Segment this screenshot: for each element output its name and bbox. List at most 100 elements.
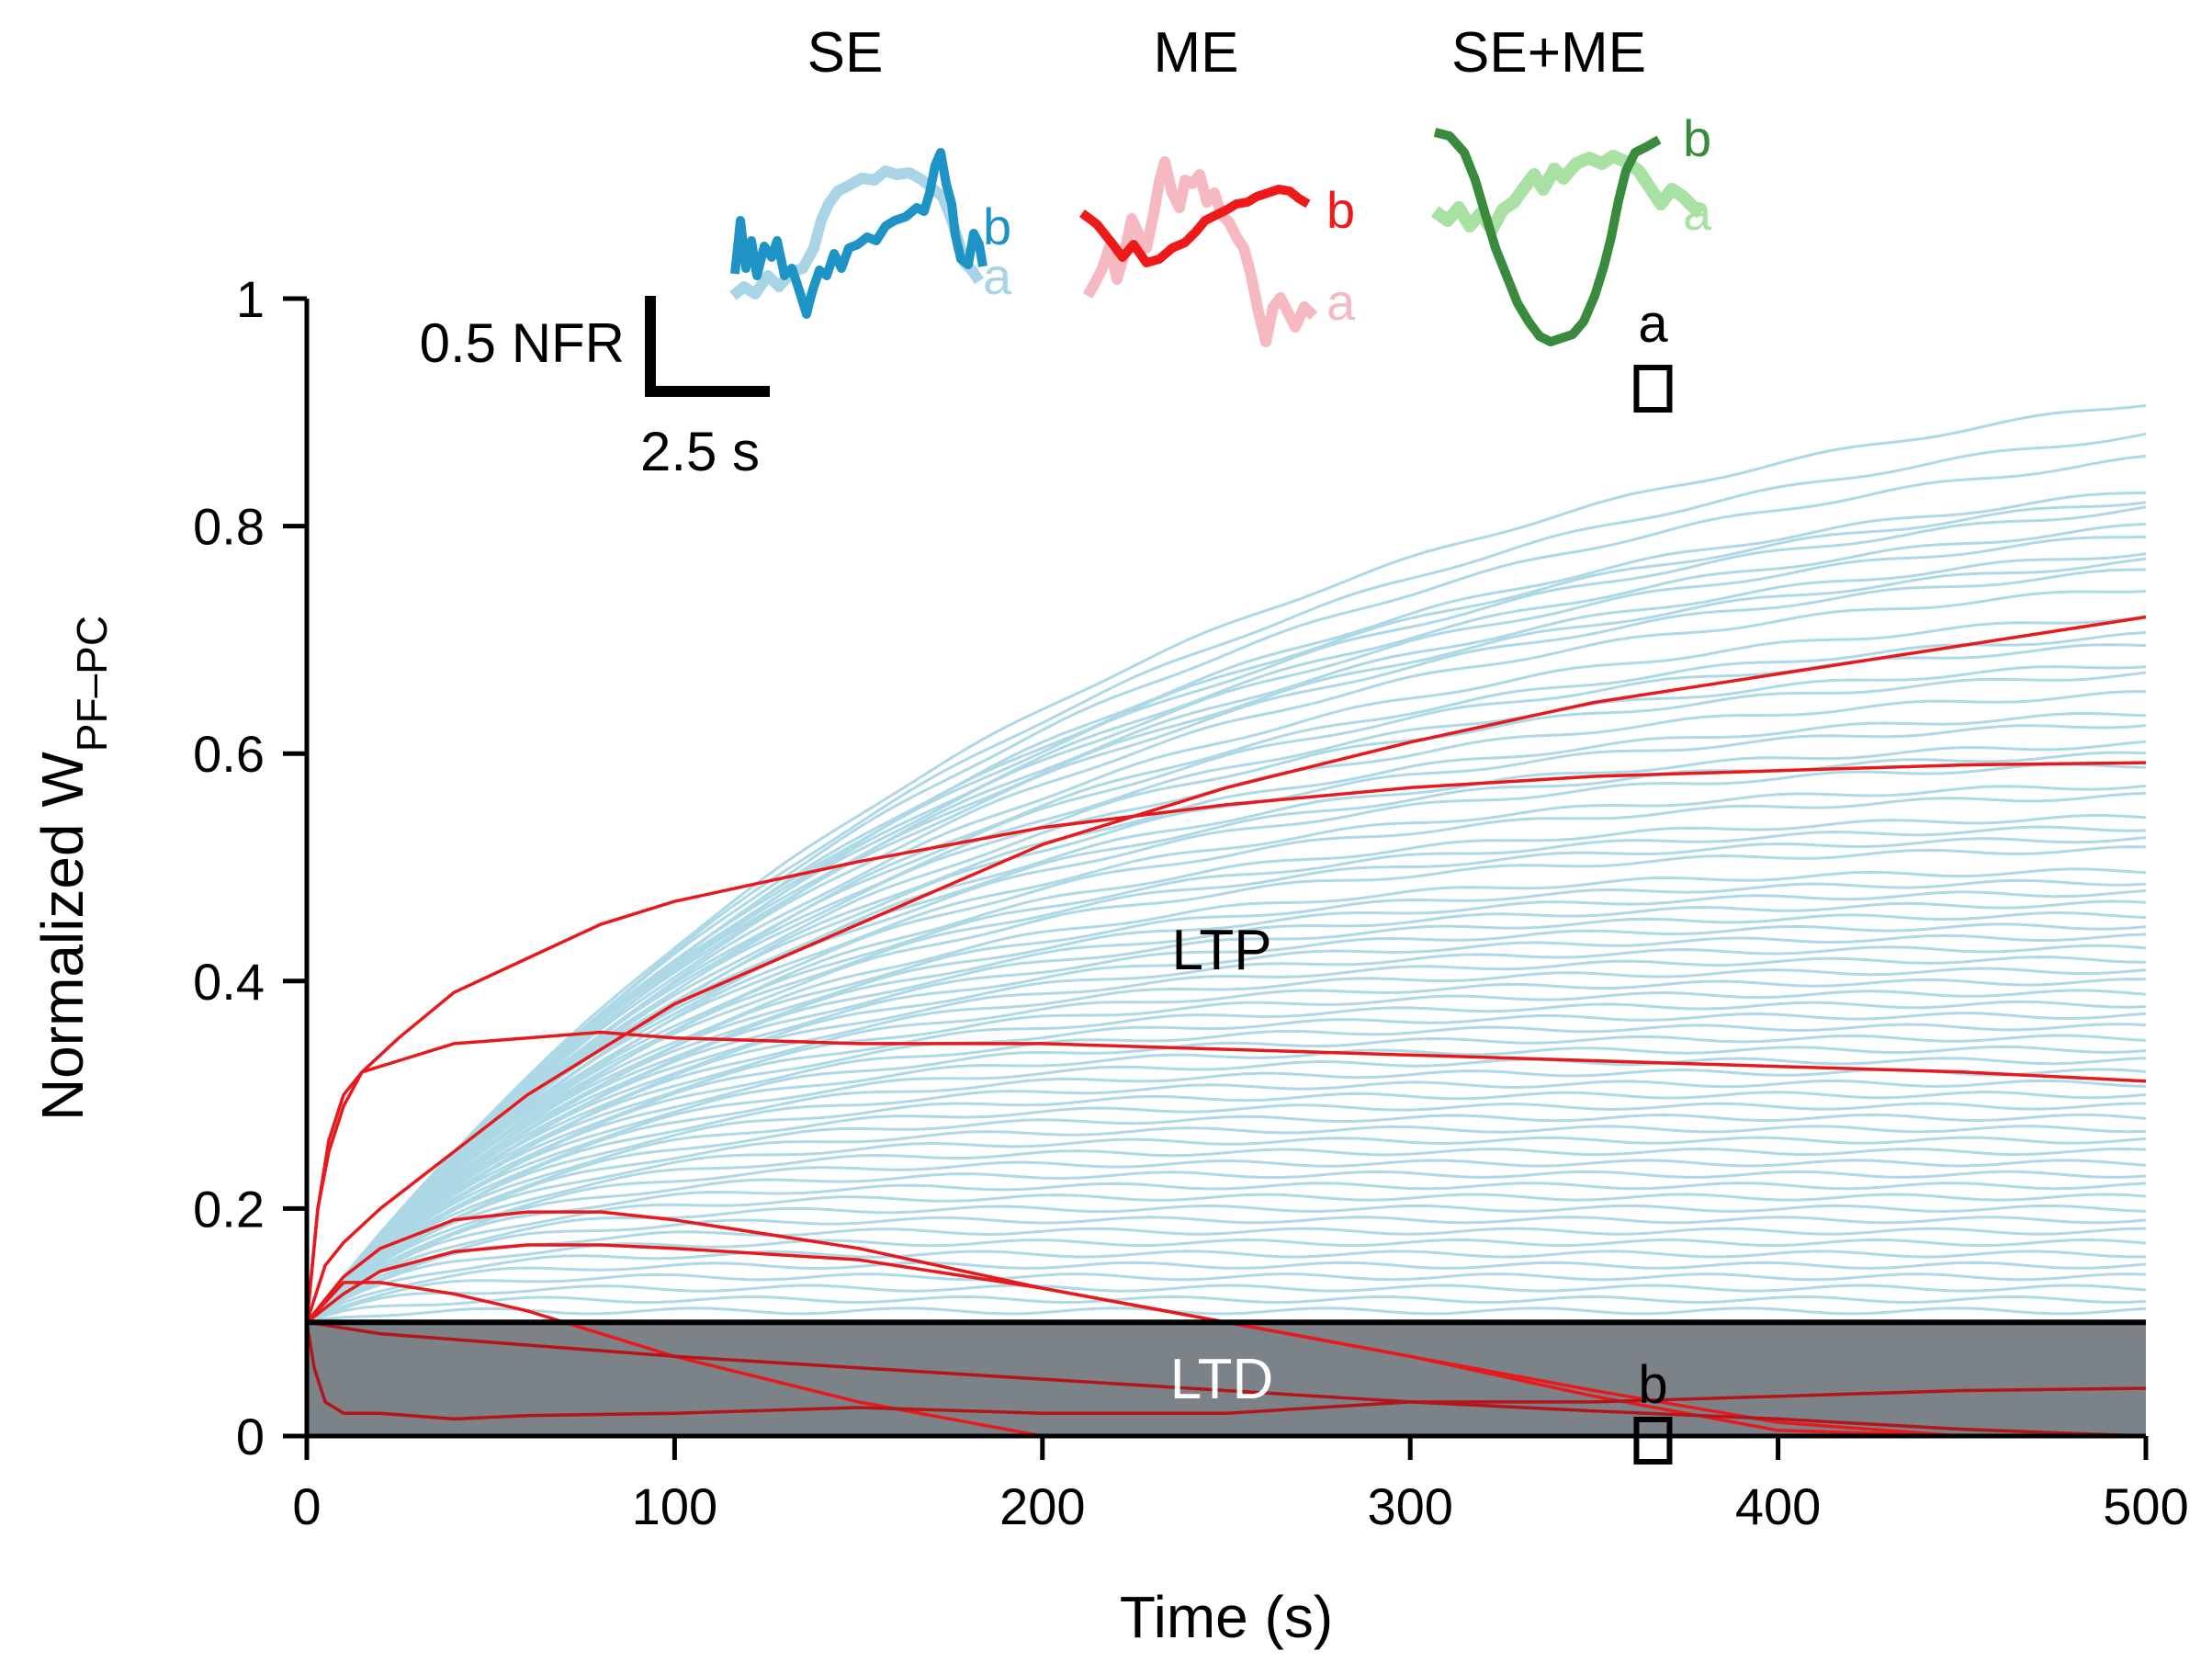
background-trace [305, 911, 2147, 1324]
background-trace [305, 665, 2147, 1324]
highlight-trace-red-4 [305, 1210, 2146, 1438]
y-tick-label: 0.8 [193, 498, 265, 556]
background-trace [306, 1295, 2147, 1324]
x-axis-label: Time (s) [1120, 1584, 1333, 1650]
background-trace [305, 535, 2147, 1324]
inset-seme-label-a: a [1683, 183, 1712, 241]
background-trace [305, 1034, 2147, 1324]
marker-b-label: b [1638, 1355, 1667, 1415]
inset-me-title: ME [1154, 21, 1239, 85]
inset-se-trace-a [729, 165, 984, 300]
inset-seme-title: SE+ME [1451, 21, 1646, 85]
x-ticks: 0 100 200 300 400 500 [292, 1436, 2189, 1535]
background-trace [305, 922, 2147, 1324]
background-trace [306, 1261, 2147, 1324]
x-tick-label: 200 [999, 1477, 1085, 1535]
background-trace [305, 1012, 2147, 1324]
background-trace [305, 1091, 2147, 1324]
x-tick-label: 400 [1735, 1477, 1821, 1535]
background-trace [305, 1125, 2147, 1324]
marker-a-box [1633, 365, 1673, 413]
inset-seme-label-b: b [1683, 109, 1711, 167]
background-trace [305, 878, 2147, 1324]
highlight-trace-red-1 [305, 615, 2147, 1323]
background-trace [305, 751, 2147, 1324]
background-trace [306, 1182, 2147, 1324]
background-trace [305, 825, 2147, 1324]
background-trace [305, 1113, 2147, 1324]
inset-se: b a [729, 148, 1012, 319]
background-trace [305, 978, 2147, 1324]
y-axis-label-subscript: PF–PC [68, 616, 116, 752]
scale-bar-y-label: 0.5 NFR [420, 312, 625, 374]
background-trace [305, 1147, 2147, 1324]
inset-seme: b a [1430, 109, 1712, 346]
background-trace [306, 1272, 2147, 1324]
background-traces [305, 403, 2147, 1324]
background-trace [305, 1136, 2147, 1324]
background-trace [305, 1023, 2147, 1324]
background-trace [306, 1227, 2147, 1324]
background-trace [305, 615, 2147, 1324]
ltd-region [307, 1322, 2146, 1436]
x-tick-label: 500 [2103, 1477, 2188, 1535]
background-trace [305, 867, 2147, 1324]
y-tick-label: 1 [236, 270, 265, 328]
background-trace [306, 1193, 2147, 1324]
marker-a-label: a [1638, 294, 1668, 354]
background-trace [306, 1306, 2147, 1324]
y-tick-label: 0.6 [193, 725, 265, 783]
x-tick-label: 300 [1367, 1477, 1452, 1535]
background-trace [305, 791, 2147, 1324]
background-trace [305, 590, 2147, 1324]
inset-se-label-b: b [983, 198, 1011, 255]
background-trace [305, 1045, 2147, 1324]
highlight-trace-red-2 [305, 761, 2147, 1323]
background-trace [305, 403, 2147, 1324]
background-trace [305, 813, 2147, 1324]
background-trace [305, 967, 2147, 1324]
y-tick-label: 0 [236, 1408, 265, 1465]
background-trace [305, 956, 2147, 1324]
background-trace [306, 1216, 2147, 1324]
background-trace [305, 1170, 2147, 1324]
y-axis-label: Normalized WPF–PC [29, 616, 116, 1121]
y-tick-label: 0.2 [193, 1180, 265, 1238]
x-tick-label: 100 [632, 1477, 717, 1535]
background-trace [305, 568, 2147, 1324]
background-trace [305, 763, 2147, 1324]
highlight-trace-red-8 [306, 1320, 2147, 1438]
ltp-label: LTP [1171, 919, 1271, 982]
background-trace [306, 1250, 2146, 1324]
axes: 0 0.2 0.4 0.6 0.8 1 0 100 200 300 400 500 [193, 270, 2189, 1535]
ltd-label: LTD [1170, 1348, 1274, 1411]
inset-se-label-a: a [983, 247, 1012, 305]
background-trace [305, 989, 2147, 1324]
scale-bar: 0.5 NFR 2.5 s [420, 296, 770, 482]
background-trace [306, 1204, 2147, 1324]
highlight-trace-red-3 [305, 1030, 2147, 1323]
background-trace [305, 899, 2147, 1324]
inset-se-trace-b [730, 148, 988, 319]
background-trace [305, 1079, 2147, 1324]
y-axis-label-main: Normalized W [29, 752, 96, 1121]
background-trace [305, 1000, 2147, 1324]
y-tick-label: 0.4 [193, 953, 265, 1011]
marker-b-box [1633, 1417, 1673, 1465]
background-trace [305, 1057, 2147, 1324]
x-tick-label: 0 [292, 1477, 321, 1535]
inset-me-trace-b [1079, 185, 1311, 267]
markers: a b [1633, 294, 1673, 1465]
background-trace [305, 1159, 2147, 1324]
background-trace [305, 845, 2147, 1324]
background-trace [305, 491, 2147, 1324]
highlight-trace-red-7 [305, 1321, 2147, 1421]
background-trace [305, 1102, 2147, 1324]
highlight-traces [305, 615, 2147, 1438]
background-trace [305, 944, 2147, 1324]
inset-me-label-b: b [1326, 181, 1355, 239]
inset-me-label-a: a [1326, 273, 1356, 331]
highlight-trace-red-5 [305, 1243, 2146, 1438]
scale-bar-x-label: 2.5 s [640, 421, 760, 482]
